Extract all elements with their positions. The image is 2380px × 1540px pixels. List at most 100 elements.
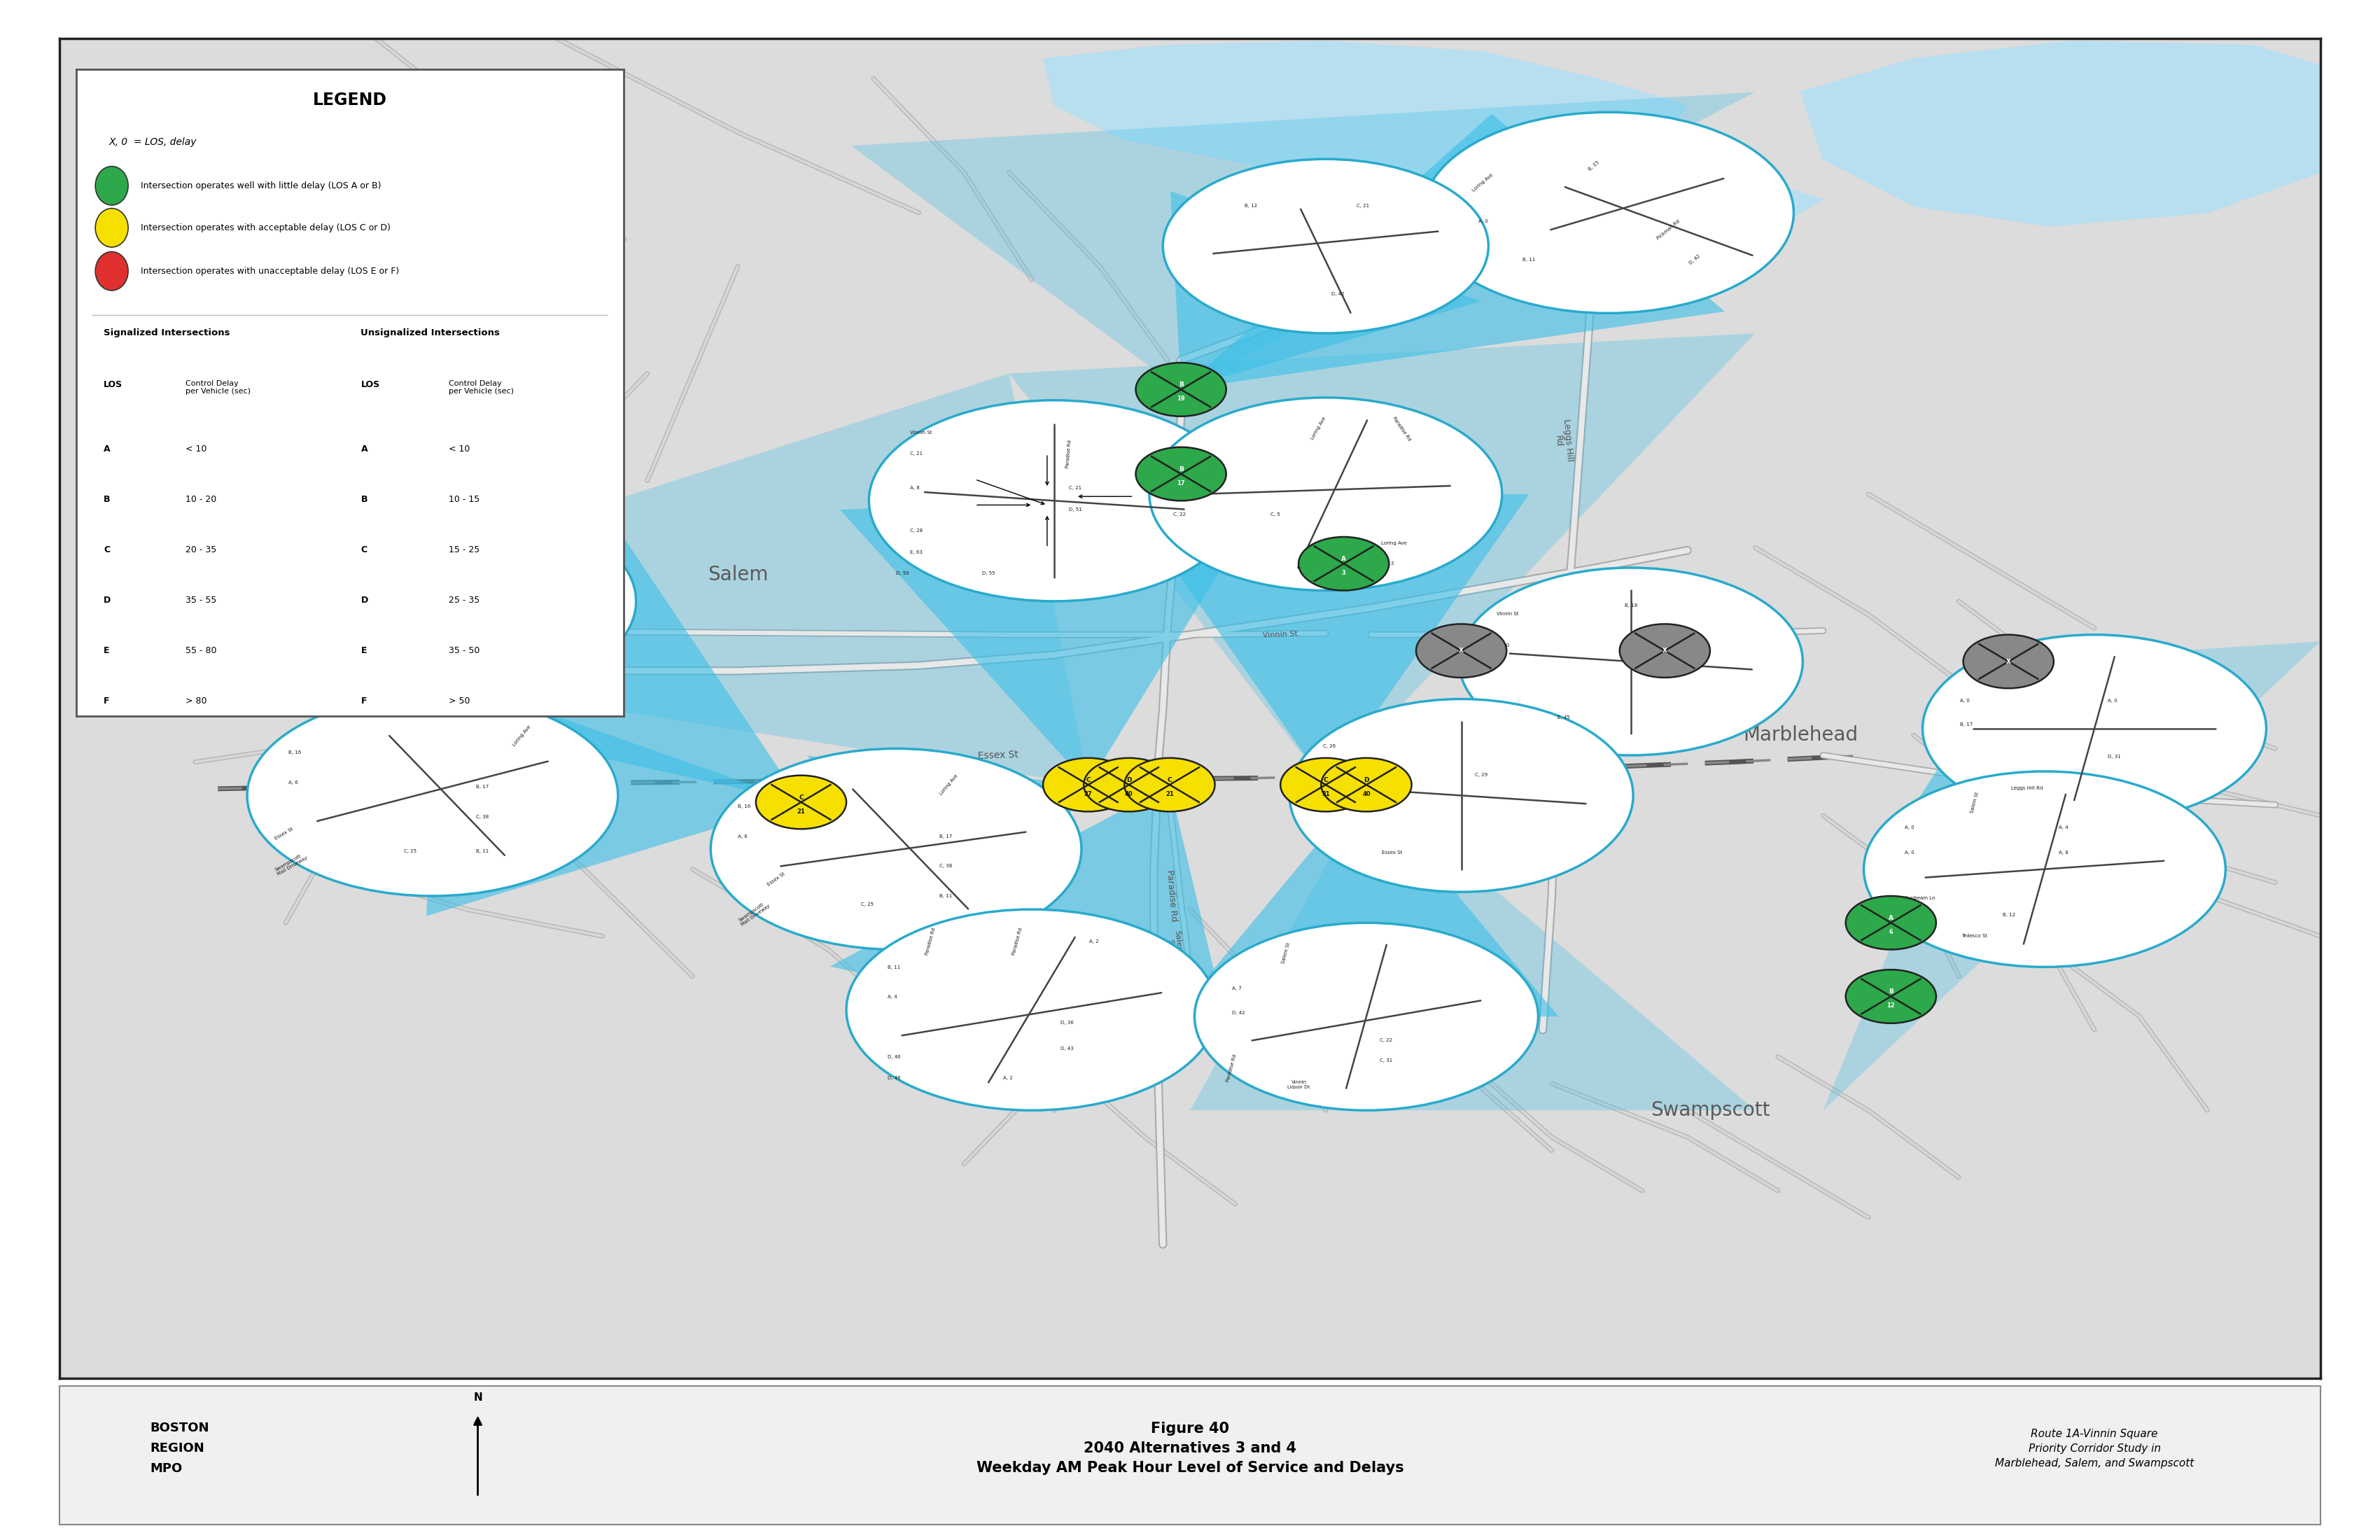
Text: E, 53: E, 53 bbox=[1323, 773, 1335, 778]
Ellipse shape bbox=[1290, 699, 1633, 892]
Text: Loring Ave: Loring Ave bbox=[940, 773, 959, 796]
Text: B, 16: B, 16 bbox=[738, 804, 750, 808]
Circle shape bbox=[757, 776, 847, 829]
Text: Vinnin St: Vinnin St bbox=[1497, 611, 1518, 616]
Text: C: C bbox=[800, 795, 804, 801]
Text: Vinnin
Liquor Dr.: Vinnin Liquor Dr. bbox=[1288, 1080, 1311, 1089]
Text: A, 0: A, 0 bbox=[1904, 850, 1914, 855]
Text: < 10: < 10 bbox=[186, 445, 207, 454]
Text: Swampscott
Mall Driveway: Swampscott Mall Driveway bbox=[274, 852, 309, 876]
Text: C: C bbox=[1085, 776, 1090, 784]
Text: 19: 19 bbox=[1176, 396, 1185, 402]
Text: B, 12: B, 12 bbox=[2002, 913, 2016, 916]
Text: D: D bbox=[1364, 776, 1368, 784]
Text: A: A bbox=[1887, 915, 1894, 921]
Polygon shape bbox=[305, 510, 802, 802]
Text: C, 21: C, 21 bbox=[1357, 203, 1368, 208]
Text: 10 - 15: 10 - 15 bbox=[447, 494, 478, 504]
Circle shape bbox=[95, 208, 129, 248]
Text: Vinnin St: Vinnin St bbox=[1264, 630, 1297, 639]
Text: D, 5: D, 5 bbox=[307, 628, 319, 633]
Polygon shape bbox=[852, 92, 1754, 390]
Text: Salem: Salem bbox=[707, 565, 769, 584]
Text: B, 11: B, 11 bbox=[888, 966, 900, 969]
Text: > 80: > 80 bbox=[186, 696, 207, 705]
Text: Leggs Hill
Rd: Leggs Hill Rd bbox=[1542, 727, 1566, 770]
Text: A, 8: A, 8 bbox=[2059, 850, 2068, 855]
Polygon shape bbox=[1123, 494, 1528, 785]
Text: A, 4: A, 4 bbox=[888, 995, 897, 999]
Text: A: A bbox=[105, 445, 109, 454]
Ellipse shape bbox=[1923, 634, 2266, 822]
Polygon shape bbox=[1171, 191, 1480, 390]
Text: D, 55: D, 55 bbox=[983, 571, 995, 576]
Text: F: F bbox=[362, 696, 367, 705]
Text: 35 - 50: 35 - 50 bbox=[447, 647, 478, 656]
Text: Vinnin St: Vinnin St bbox=[909, 430, 933, 434]
Text: A, 4: A, 4 bbox=[2059, 825, 2068, 830]
Text: D, 46: D, 46 bbox=[888, 1055, 900, 1060]
Text: Salem St: Salem St bbox=[1971, 792, 1980, 813]
Text: C, 21: C, 21 bbox=[1069, 485, 1081, 490]
Circle shape bbox=[1135, 363, 1226, 416]
Text: C, 24: C, 24 bbox=[1188, 459, 1200, 464]
Text: Paradise Rd: Paradise Rd bbox=[1226, 1053, 1238, 1083]
Text: Paradise Rd: Paradise Rd bbox=[1011, 927, 1023, 956]
Text: B: B bbox=[1178, 382, 1183, 388]
Ellipse shape bbox=[869, 400, 1240, 601]
Text: Essex St: Essex St bbox=[978, 750, 1019, 761]
Polygon shape bbox=[1009, 333, 1754, 785]
Text: < 10: < 10 bbox=[447, 445, 469, 454]
Text: Swampscott Mall Driveway: Swampscott Mall Driveway bbox=[871, 836, 990, 862]
Text: Loring Ave: Loring Ave bbox=[2013, 662, 2040, 667]
Text: B, 15: B, 15 bbox=[1587, 160, 1599, 171]
Text: Swampscott
Mall Driveway: Swampscott Mall Driveway bbox=[738, 899, 771, 927]
Ellipse shape bbox=[1864, 772, 2225, 967]
Text: Salem
St: Salem St bbox=[1166, 930, 1183, 956]
Polygon shape bbox=[1173, 785, 1559, 1016]
Text: A, 0: A, 0 bbox=[1904, 825, 1914, 830]
Text: 20 - 35: 20 - 35 bbox=[186, 545, 217, 554]
Text: D, 42: D, 42 bbox=[1333, 293, 1345, 296]
Text: C, 5: C, 5 bbox=[1271, 513, 1280, 516]
Text: C, 28: C, 28 bbox=[909, 528, 923, 533]
Text: B, 18: B, 18 bbox=[1626, 604, 1637, 608]
Text: LOS: LOS bbox=[105, 380, 121, 390]
Text: A, 2: A, 2 bbox=[1002, 1076, 1011, 1080]
Text: B: B bbox=[1178, 467, 1183, 473]
Text: C, 35: C, 35 bbox=[462, 665, 476, 670]
Text: E: E bbox=[105, 647, 109, 656]
Text: Essex St: Essex St bbox=[766, 872, 785, 887]
Text: Intersection operates with unacceptable delay (LOS E or F): Intersection operates with unacceptable … bbox=[140, 266, 400, 276]
Polygon shape bbox=[171, 374, 1088, 785]
Text: Tedesco St: Tedesco St bbox=[2025, 784, 2073, 793]
Text: 3: 3 bbox=[1342, 570, 1345, 576]
Text: B, 17: B, 17 bbox=[1959, 722, 1973, 727]
Text: Unsignalized Intersections: Unsignalized Intersections bbox=[362, 328, 500, 337]
Text: A: A bbox=[1342, 556, 1347, 562]
Text: B, 11: B, 11 bbox=[1523, 257, 1535, 262]
Text: Sunbeam Ln: Sunbeam Ln bbox=[1904, 896, 1935, 901]
Text: B, 12: B, 12 bbox=[1904, 913, 1916, 916]
Text: Leggs Hill Rd: Leggs Hill Rd bbox=[2011, 787, 2042, 790]
Text: B: B bbox=[362, 494, 367, 504]
Text: Marblehead: Marblehead bbox=[1742, 725, 1859, 745]
Polygon shape bbox=[1042, 42, 1687, 179]
Ellipse shape bbox=[1164, 159, 1488, 333]
Text: BOSTON
REGION
MPO: BOSTON REGION MPO bbox=[150, 1421, 209, 1475]
Text: D, 42: D, 42 bbox=[1233, 1010, 1245, 1015]
Ellipse shape bbox=[1459, 568, 1802, 755]
Text: Loring Ave: Loring Ave bbox=[1380, 541, 1407, 545]
Text: 17: 17 bbox=[1176, 480, 1185, 487]
Text: X: X bbox=[2006, 659, 2011, 665]
Circle shape bbox=[1299, 537, 1390, 590]
Text: B: B bbox=[105, 494, 109, 504]
Text: C: C bbox=[105, 545, 109, 554]
Text: C: C bbox=[362, 545, 367, 554]
Text: D, 35: D, 35 bbox=[1188, 484, 1200, 488]
Text: B, 12: B, 12 bbox=[1245, 203, 1257, 208]
Text: E, 63: E, 63 bbox=[909, 550, 923, 554]
Text: Tedesco St: Tedesco St bbox=[1961, 933, 1987, 938]
Polygon shape bbox=[1326, 696, 1483, 895]
Text: Paradise Rd: Paradise Rd bbox=[1392, 416, 1411, 442]
